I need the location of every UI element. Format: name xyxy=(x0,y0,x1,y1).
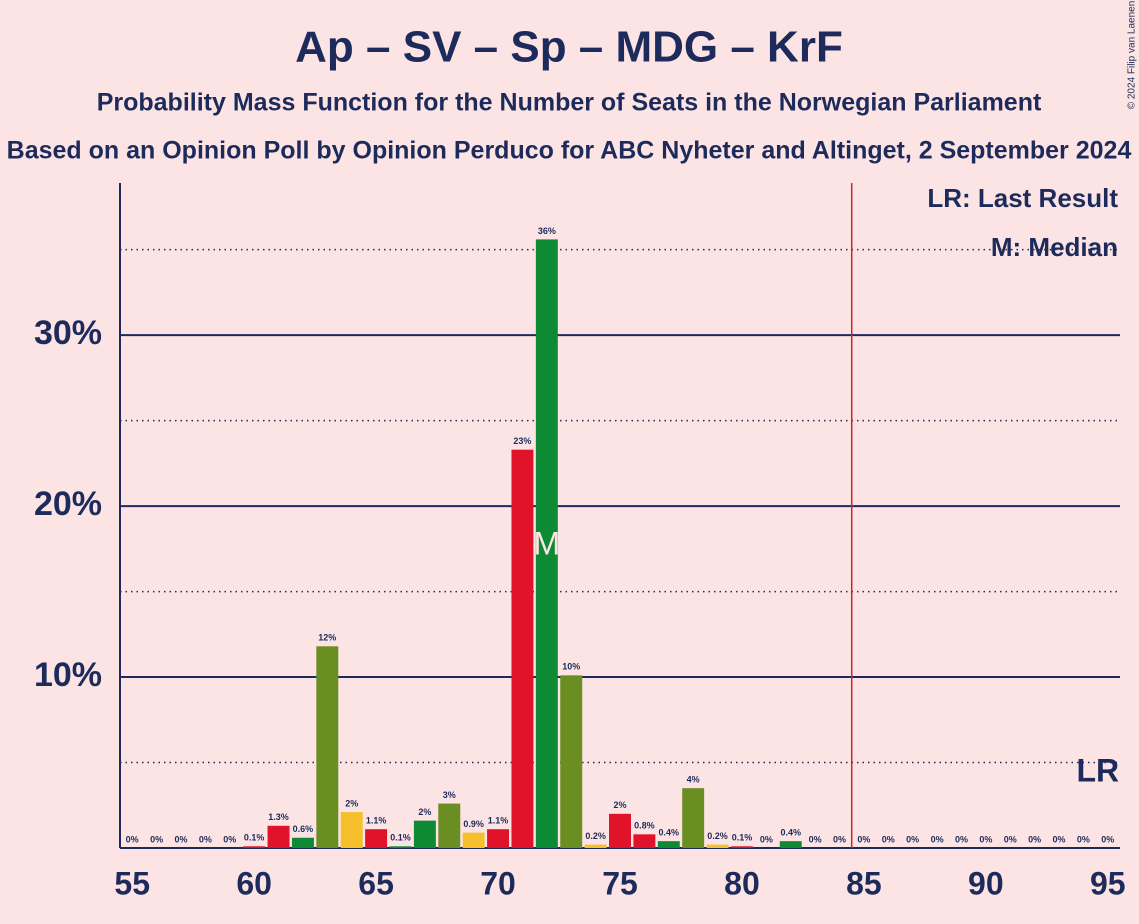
value-label: 0% xyxy=(906,834,919,844)
value-label: 2% xyxy=(345,798,358,808)
bar xyxy=(316,646,339,848)
bar xyxy=(413,820,436,848)
value-label: 0% xyxy=(223,834,236,844)
bar xyxy=(487,829,510,848)
value-label: 0% xyxy=(857,834,870,844)
value-label: 0% xyxy=(126,834,139,844)
last-result-marker: LR xyxy=(1076,752,1119,788)
x-tick-label: 55 xyxy=(114,865,150,901)
value-label: 0% xyxy=(150,834,163,844)
legend-entry: LR: Last Result xyxy=(927,183,1118,213)
value-label: 0% xyxy=(979,834,992,844)
value-label: 0% xyxy=(882,834,895,844)
chart-subtitle: Probability Mass Function for the Number… xyxy=(97,89,1042,117)
copyright: © 2024 Filip van Laenen xyxy=(1127,1,1138,110)
bar xyxy=(560,675,583,848)
x-tick-label: 80 xyxy=(724,865,760,901)
value-label: 0% xyxy=(1028,834,1041,844)
chart-title: Ap – SV – Sp – MDG – KrF xyxy=(295,23,843,72)
value-label: 0% xyxy=(1101,834,1114,844)
value-label: 0% xyxy=(174,834,187,844)
value-label: 10% xyxy=(562,662,580,672)
value-label: 4% xyxy=(687,775,700,785)
value-label: 0% xyxy=(199,834,212,844)
median-marker: M xyxy=(534,525,561,561)
value-label: 0% xyxy=(809,834,822,844)
bar xyxy=(779,841,802,848)
bar xyxy=(730,846,753,848)
value-label: 0% xyxy=(1004,834,1017,844)
bar xyxy=(438,803,461,848)
value-label: 0% xyxy=(955,834,968,844)
value-label: 3% xyxy=(443,790,456,800)
x-tick-label: 95 xyxy=(1090,865,1126,901)
value-label: 0% xyxy=(833,834,846,844)
y-tick-label: 10% xyxy=(34,656,102,694)
x-tick-label: 60 xyxy=(236,865,272,901)
value-label: 0.9% xyxy=(463,819,484,829)
value-label: 12% xyxy=(318,633,336,643)
value-label: 1.1% xyxy=(488,816,509,826)
bar xyxy=(633,834,656,848)
value-label: 0.2% xyxy=(707,831,728,841)
bar xyxy=(609,813,631,848)
value-label: 0.1% xyxy=(244,833,265,843)
value-label: 2% xyxy=(418,807,431,817)
bar xyxy=(584,844,607,848)
bar xyxy=(267,825,290,848)
bar xyxy=(389,846,412,848)
x-tick-label: 65 xyxy=(358,865,394,901)
value-label: 0.8% xyxy=(634,821,655,831)
value-label: 0.4% xyxy=(659,828,680,838)
bar xyxy=(340,812,363,848)
bar xyxy=(535,239,558,848)
value-label: 0% xyxy=(931,834,944,844)
value-label: 0% xyxy=(1077,834,1090,844)
value-label: 0.2% xyxy=(585,831,606,841)
value-label: 0.1% xyxy=(390,833,411,843)
bar xyxy=(462,832,485,848)
x-tick-label: 70 xyxy=(480,865,516,901)
x-tick-label: 90 xyxy=(968,865,1004,901)
value-label: 0.6% xyxy=(293,824,314,834)
value-label: 0% xyxy=(1053,834,1066,844)
x-tick-label: 75 xyxy=(602,865,638,901)
chart-subtitle: Based on an Opinion Poll by Opinion Perd… xyxy=(7,137,1132,165)
value-label: 36% xyxy=(538,226,556,236)
bar xyxy=(291,837,314,848)
value-label: 23% xyxy=(513,436,531,446)
bar xyxy=(682,788,705,848)
value-label: 0.4% xyxy=(780,828,801,838)
value-label: 0.1% xyxy=(732,833,753,843)
bar xyxy=(706,844,729,848)
bar xyxy=(365,829,388,848)
value-label: 1.3% xyxy=(268,812,289,822)
value-label: 2% xyxy=(613,800,626,810)
value-label: 0% xyxy=(760,834,773,844)
value-label: 1.1% xyxy=(366,816,387,826)
y-tick-label: 30% xyxy=(34,314,102,352)
x-tick-label: 85 xyxy=(846,865,882,901)
y-tick-label: 20% xyxy=(34,485,102,523)
bar xyxy=(243,846,266,848)
legend-entry: M: Median xyxy=(991,232,1118,262)
bar xyxy=(511,449,534,848)
bar xyxy=(657,841,680,848)
